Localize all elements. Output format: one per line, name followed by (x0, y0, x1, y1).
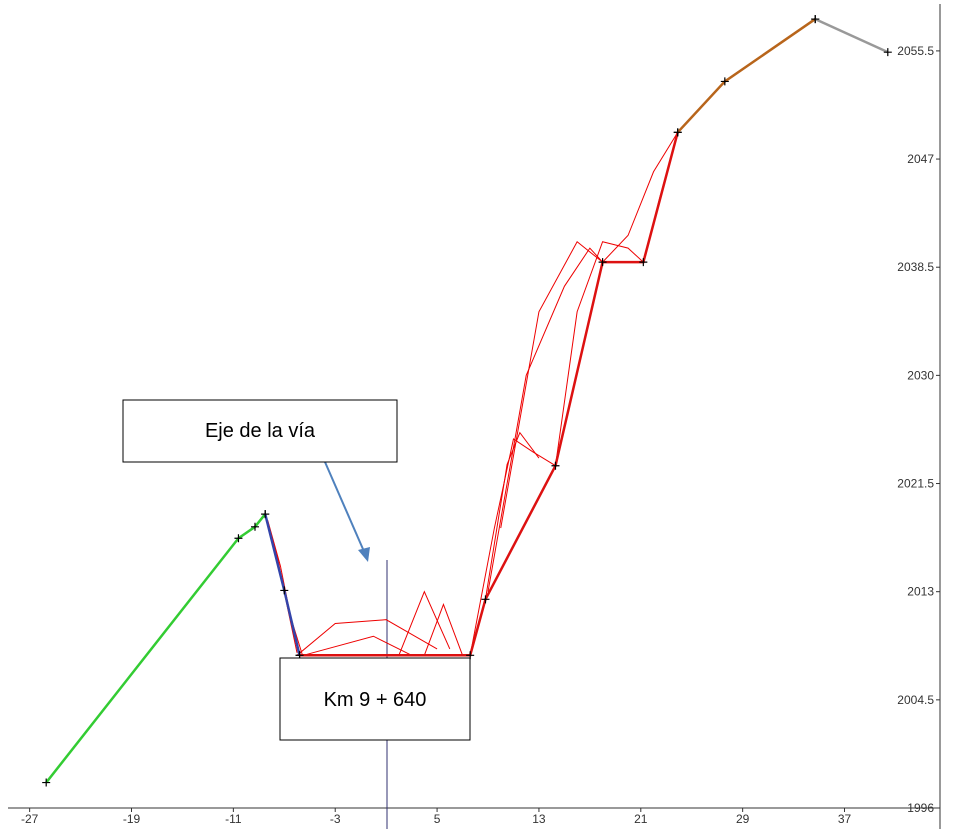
y-tick-label: 2038.5 (897, 260, 934, 274)
arrow-head (358, 547, 370, 562)
y-tick-label: 1996 (907, 801, 934, 815)
vertex-marker (234, 534, 243, 543)
vertex-marker (280, 586, 289, 595)
vertex-marker (42, 778, 51, 787)
y-tick-label: 2055.5 (897, 44, 934, 58)
vertex-marker (261, 510, 270, 519)
x-tick-label: 5 (434, 812, 441, 826)
x-tick-label: -27 (21, 812, 39, 826)
x-tick-label: -11 (225, 812, 242, 826)
x-tick-label: 29 (736, 812, 750, 826)
annotation-box (122, 399, 398, 463)
x-tick-label: 37 (838, 812, 852, 826)
x-tick-label: 21 (634, 812, 648, 826)
vertex-marker (551, 461, 560, 470)
trajectory (303, 635, 412, 656)
annotation: Km 9 + 640 (324, 689, 427, 711)
trajectory (398, 590, 451, 656)
x-tick-label: -3 (330, 812, 341, 826)
trajectory (423, 602, 464, 656)
vertex-marker (251, 522, 260, 531)
x-tick-label: -19 (123, 812, 141, 826)
profile-segment (676, 18, 816, 134)
trajectory (469, 438, 556, 656)
y-tick-label: 2030 (907, 368, 934, 382)
plot-area (42, 15, 892, 787)
trajectory (484, 431, 540, 600)
vertex-marker (639, 258, 648, 267)
y-tick-label: 2013 (907, 585, 934, 599)
trajectory (500, 241, 603, 529)
x-tick-label: 13 (532, 812, 546, 826)
trajectory (296, 619, 438, 656)
profile-segment (814, 17, 889, 54)
trajectory (487, 247, 603, 592)
vertex-marker (811, 15, 820, 24)
profile-segment (45, 513, 267, 784)
y-tick-label: 2021.5 (897, 477, 934, 491)
trajectory (602, 132, 679, 263)
profile-segment (263, 513, 301, 656)
arrow (324, 461, 367, 557)
y-tick-label: 2047 (907, 152, 934, 166)
trajectory (554, 241, 644, 466)
y-tick-label: 2004.5 (897, 693, 934, 707)
annotation-box (279, 657, 471, 741)
vertex-marker (481, 595, 490, 604)
vertex-marker (883, 48, 892, 57)
annotation: Eje de la vía (205, 420, 316, 442)
vertex-marker (720, 77, 729, 86)
vertex-marker (598, 258, 607, 267)
vertex-marker (673, 128, 682, 137)
